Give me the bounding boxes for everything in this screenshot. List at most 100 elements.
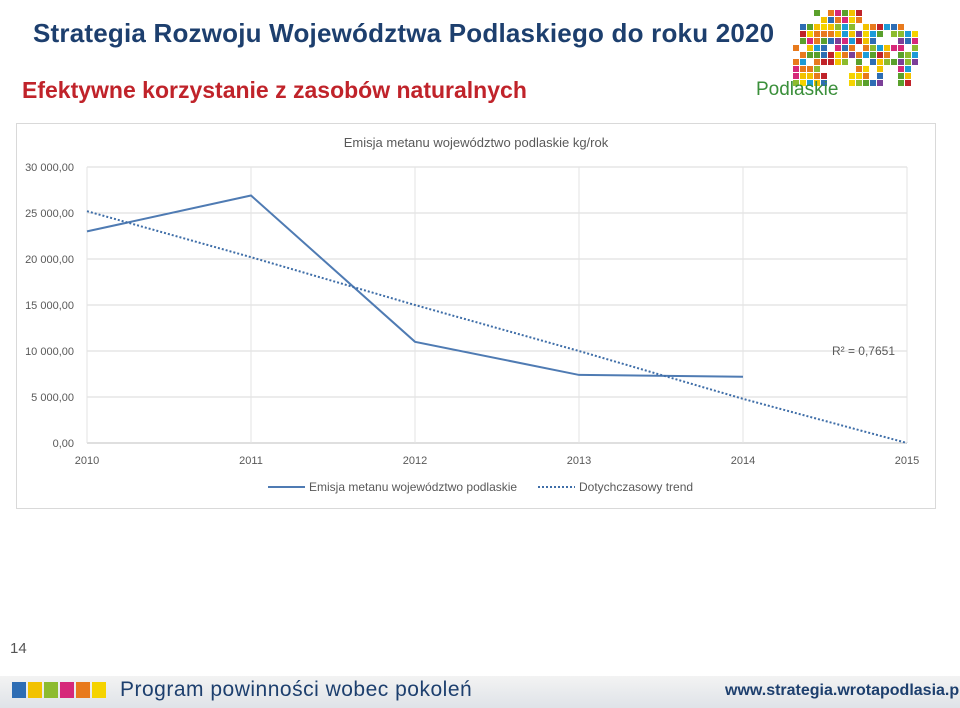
logo-tile	[842, 24, 848, 30]
logo-tile	[814, 80, 820, 86]
logo-tile	[842, 31, 848, 37]
logo-tile	[828, 59, 834, 65]
logo-tile	[870, 52, 876, 58]
logo-tile	[814, 10, 820, 16]
section-subtitle: Efektywne korzystanie z zasobów naturaln…	[22, 77, 527, 103]
logo-tile	[828, 38, 834, 44]
logo-tile	[884, 45, 890, 51]
logo-tile	[807, 66, 813, 72]
footer-square	[92, 682, 106, 698]
logo-tile	[849, 24, 855, 30]
logo-tile	[877, 80, 883, 86]
logo-tile	[821, 45, 827, 51]
logo-tile	[863, 52, 869, 58]
logo-tile	[870, 45, 876, 51]
chart-legend: Emisja metanu województwo podlaskie Doty…	[268, 480, 693, 494]
logo-tile	[870, 80, 876, 86]
legend-label-series: Emisja metanu województwo podlaskie	[309, 480, 517, 494]
logo-tile	[842, 45, 848, 51]
logo-tile	[849, 73, 855, 79]
logo-tile	[884, 59, 890, 65]
logo-tile	[856, 66, 862, 72]
logo-tile	[800, 38, 806, 44]
logo-tile	[891, 31, 897, 37]
logo-tile	[835, 31, 841, 37]
logo-tile	[849, 45, 855, 51]
footer-bar	[0, 676, 960, 708]
logo-tile	[835, 10, 841, 16]
logo-tile	[877, 52, 883, 58]
logo-tile	[905, 31, 911, 37]
logo-tile	[877, 24, 883, 30]
logo-tile	[814, 73, 820, 79]
y-tick-label: 25 000,00	[25, 208, 74, 220]
logo-tile	[912, 45, 918, 51]
logo-tile	[807, 24, 813, 30]
logo-tile	[821, 80, 827, 86]
logo-tile	[849, 52, 855, 58]
logo-tile	[856, 80, 862, 86]
logo-tile	[856, 73, 862, 79]
logo-tile	[856, 17, 862, 23]
logo-tile	[898, 66, 904, 72]
logo-tile	[793, 66, 799, 72]
logo-tile	[828, 31, 834, 37]
logo-tile	[821, 31, 827, 37]
logo-tile	[863, 73, 869, 79]
logo-tile	[842, 17, 848, 23]
logo-tile	[828, 52, 834, 58]
y-tick-label: 5 000,00	[31, 392, 74, 404]
logo-tile	[821, 52, 827, 58]
logo-tile	[821, 17, 827, 23]
y-tick-label: 0,00	[53, 438, 74, 450]
logo-tile	[856, 59, 862, 65]
x-tick-label: 2010	[75, 455, 99, 467]
logo-tile	[821, 73, 827, 79]
y-tick-label: 10 000,00	[25, 346, 74, 358]
footer-url[interactable]: www.strategia.wrotapodlasia.pl	[725, 682, 960, 699]
x-tick-label: 2011	[239, 455, 263, 467]
x-tick-label: 2014	[731, 455, 755, 467]
logo-tile	[905, 38, 911, 44]
logo-tile	[835, 24, 841, 30]
logo-tile	[877, 66, 883, 72]
logo-tile	[877, 59, 883, 65]
footer-square	[60, 682, 74, 698]
logo-tile	[863, 24, 869, 30]
page-title: Strategia Rozwoju Województwa Podlaskieg…	[33, 18, 775, 48]
logo-tile	[842, 38, 848, 44]
logo-text: Podlaskie	[756, 79, 839, 100]
logo-tile	[905, 73, 911, 79]
logo-tile	[835, 38, 841, 44]
logo-tile	[863, 80, 869, 86]
logo-tile	[884, 52, 890, 58]
logo-tile	[905, 59, 911, 65]
logo-tile	[814, 38, 820, 44]
logo-tile	[828, 17, 834, 23]
logo-tile	[863, 45, 869, 51]
logo-tile	[912, 31, 918, 37]
logo-tile	[807, 80, 813, 86]
logo-tile	[898, 24, 904, 30]
logo-tile	[912, 52, 918, 58]
logo-tile	[856, 31, 862, 37]
logo-tile	[905, 66, 911, 72]
page-number: 14	[10, 640, 27, 657]
logo-tile	[898, 45, 904, 51]
logo-tile	[849, 80, 855, 86]
logo-tile	[856, 52, 862, 58]
logo-tile	[828, 24, 834, 30]
logo-tile	[863, 38, 869, 44]
footer-square	[28, 682, 42, 698]
logo-tile	[842, 10, 848, 16]
bison-mosaic-icon	[793, 10, 918, 86]
logo-tile	[835, 59, 841, 65]
logo-tile	[793, 45, 799, 51]
logo-tile	[870, 38, 876, 44]
logo-tile	[905, 52, 911, 58]
x-tick-label: 2015	[895, 455, 919, 467]
logo-tile	[884, 24, 890, 30]
logo-tile	[849, 10, 855, 16]
logo-tile	[807, 45, 813, 51]
footer-square	[44, 682, 58, 698]
